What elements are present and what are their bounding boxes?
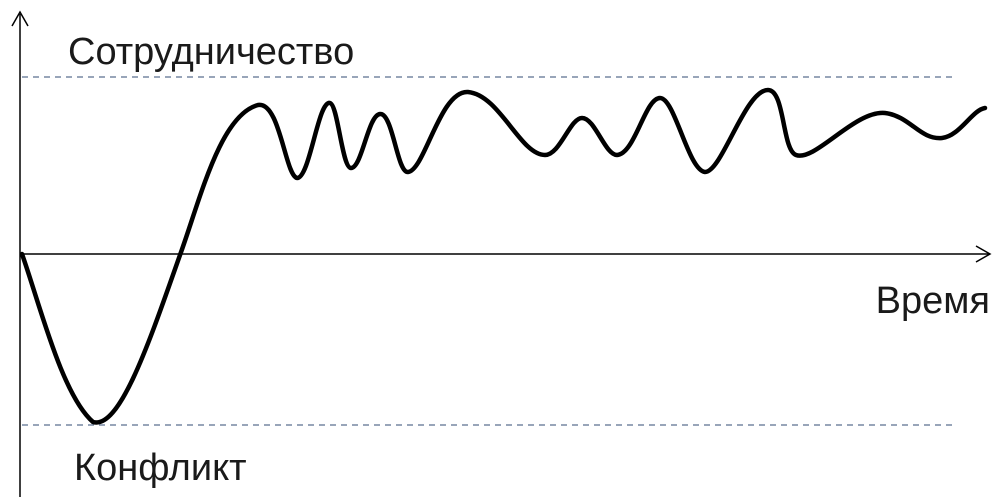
cooperation-label: Сотрудничество <box>68 31 355 73</box>
y-axis-arrow-icon <box>11 10 29 27</box>
interaction-curve <box>19 87 988 425</box>
x-axis-label: Время <box>875 280 990 322</box>
conflict-label: Конфликт <box>74 447 247 489</box>
x-axis-arrow-icon <box>975 245 992 263</box>
